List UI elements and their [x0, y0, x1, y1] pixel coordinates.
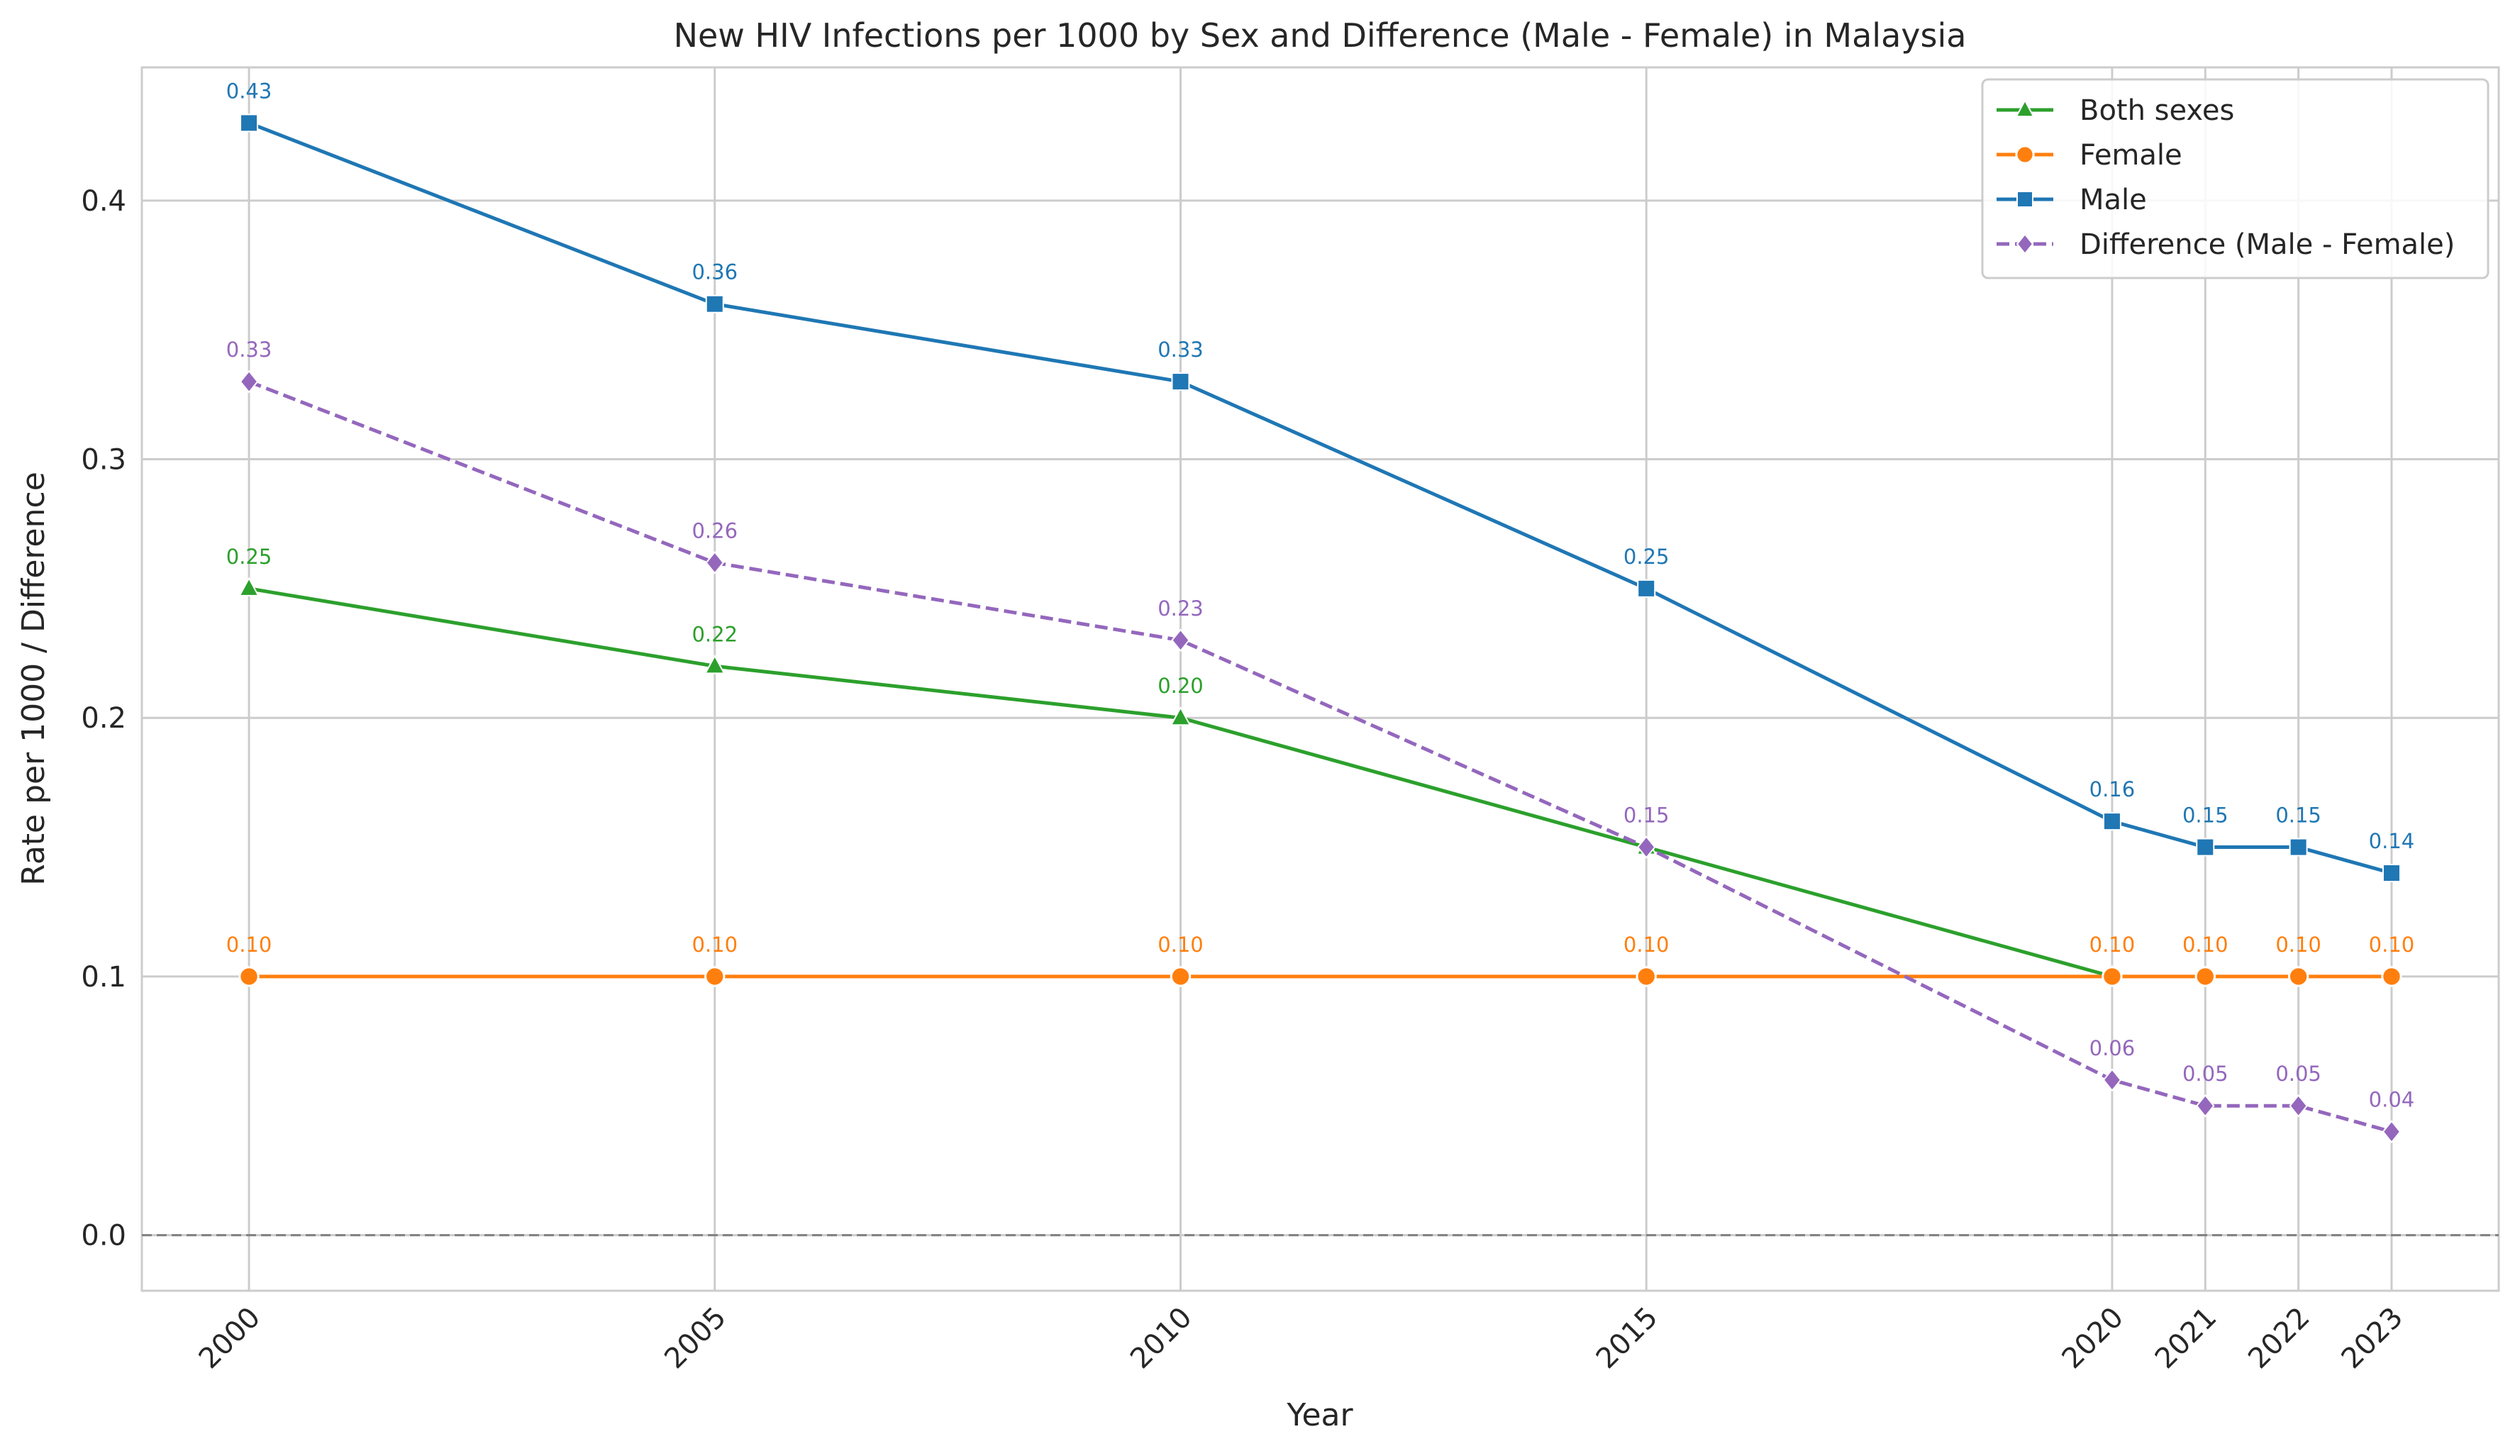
- data-label: 0.05: [2275, 1062, 2321, 1086]
- data-point: [2382, 864, 2401, 883]
- series-line: [248, 121, 2392, 875]
- x-tick-label: 2005: [658, 1301, 733, 1376]
- data-label: 0.10: [2182, 933, 2228, 957]
- x-axis-title: Year: [1286, 1397, 1353, 1433]
- y-axis-title: Rate per 1000 / Difference: [16, 472, 52, 886]
- data-label: 0.20: [1158, 674, 1204, 698]
- data-point: [704, 654, 726, 674]
- data-label: 0.22: [692, 622, 738, 646]
- x-tick-label: 2022: [2242, 1301, 2316, 1376]
- data-point: [2016, 191, 2033, 208]
- data-point: [705, 550, 725, 574]
- data-point: [1636, 966, 1657, 987]
- data-point: [1170, 706, 1192, 726]
- data-label: 0.25: [226, 545, 272, 569]
- data-label: 0.10: [226, 933, 272, 957]
- x-tick-label: 2023: [2336, 1301, 2410, 1376]
- data-label: 0.10: [2369, 933, 2415, 957]
- data-label: 0.05: [2182, 1062, 2228, 1086]
- y-tick-label: 0.3: [81, 444, 126, 477]
- data-point: [2102, 1068, 2122, 1092]
- data-point: [238, 577, 260, 596]
- data-point: [2015, 145, 2035, 165]
- legend-box: [1981, 78, 2490, 279]
- x-tick-label: 2020: [2055, 1301, 2130, 1376]
- x-tick-label: 2021: [2149, 1301, 2224, 1376]
- y-tick-label: 0.1: [81, 961, 126, 994]
- data-labels: 0.25 0.22 0.20 0.10 0.10 0.10 0.10 0.10 0.10 0.10…: [226, 79, 2414, 1111]
- data-point: [1170, 966, 1192, 987]
- x-tick-label: 2000: [193, 1301, 267, 1376]
- data-point: [1171, 372, 1190, 391]
- data-point: [2196, 838, 2215, 857]
- data-point: [704, 966, 726, 987]
- data-label: 0.15: [2182, 804, 2228, 828]
- data-label: 0.36: [692, 260, 738, 284]
- data-label: 0.10: [1158, 933, 1204, 957]
- x-axis-ticks: 2000 2005 2010 2015 2020 2021 2022 2023: [193, 1301, 2409, 1376]
- data-point: [2195, 1094, 2215, 1118]
- legend: Both sexes Female Male Difference (Male - F…: [1981, 78, 2490, 279]
- data-label: 0.10: [1623, 933, 1670, 957]
- legend-label: Male: [2080, 184, 2147, 216]
- data-point: [2102, 812, 2121, 831]
- data-point: [2289, 838, 2308, 857]
- data-point: [2382, 1120, 2402, 1144]
- data-label: 0.33: [226, 338, 272, 362]
- data-point: [705, 294, 724, 313]
- series-line: [248, 379, 2392, 1134]
- data-label: 0.15: [2275, 804, 2321, 828]
- data-label: 0.23: [1158, 596, 1204, 621]
- data-point: [1171, 628, 1190, 652]
- data-point: [2289, 1094, 2308, 1118]
- data-label: 0.43: [226, 79, 272, 103]
- data-point: [2381, 966, 2402, 987]
- data-label: 0.25: [1623, 545, 1670, 569]
- data-point: [238, 966, 260, 987]
- data-point: [239, 369, 259, 394]
- data-point: [1636, 835, 1656, 860]
- series-lines: [248, 121, 2392, 1134]
- data-label: 0.14: [2369, 829, 2415, 853]
- data-point: [240, 113, 259, 133]
- data-point: [2016, 233, 2034, 255]
- data-label: 0.33: [1158, 338, 1204, 362]
- series-markers: [238, 113, 2402, 1144]
- data-label: 0.10: [2275, 933, 2321, 957]
- data-point: [2194, 966, 2216, 987]
- legend-label: Female: [2080, 139, 2182, 172]
- data-label: 0.26: [692, 518, 738, 543]
- data-point: [2015, 99, 2035, 118]
- data-point: [2287, 966, 2309, 987]
- chart-title: New HIV Infections per 1000 by Sex and D…: [674, 16, 1967, 55]
- data-label: 0.06: [2089, 1036, 2136, 1060]
- x-tick-label: 2015: [1590, 1301, 1665, 1376]
- y-tick-label: 0.2: [81, 702, 126, 735]
- data-label: 0.10: [2089, 933, 2136, 957]
- legend-label: Both sexes: [2080, 94, 2234, 127]
- data-label: 0.10: [692, 933, 738, 957]
- legend-label: Difference (Male - Female): [2080, 228, 2455, 261]
- x-tick-label: 2010: [1124, 1301, 1199, 1376]
- data-label: 0.04: [2369, 1088, 2415, 1112]
- data-point: [1637, 579, 1656, 598]
- data-label: 0.16: [2089, 777, 2136, 801]
- y-tick-label: 0.0: [81, 1220, 126, 1252]
- data-point: [2102, 966, 2123, 987]
- y-axis-ticks: 0.0 0.1 0.2 0.3 0.4: [81, 185, 126, 1252]
- data-label: 0.15: [1623, 804, 1670, 828]
- plot-frame: [140, 66, 2500, 1292]
- y-tick-label: 0.4: [81, 185, 126, 218]
- legend-entries: Both sexes Female Male Difference (Male - F…: [1997, 94, 2455, 261]
